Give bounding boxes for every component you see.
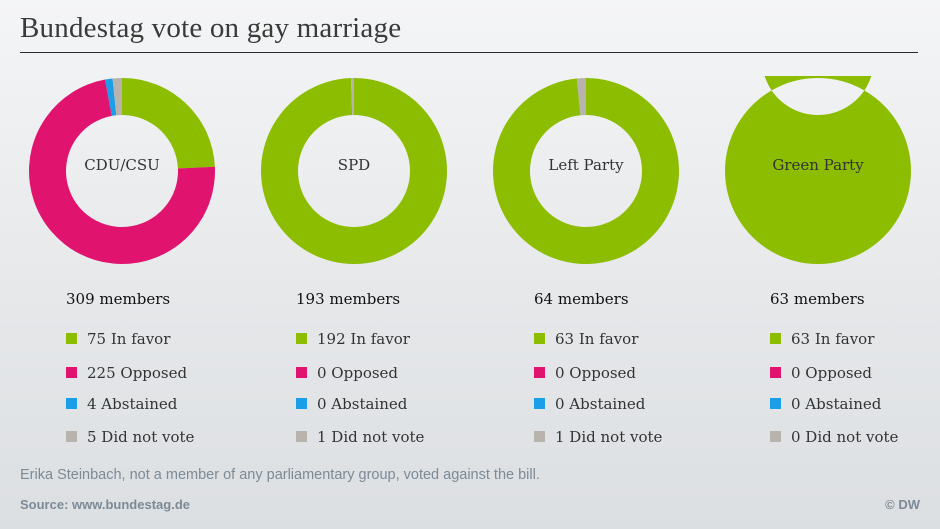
party-chart-4: Green Party 63 members 63 In favor 0 Oppose… (718, 76, 918, 456)
party-name: Left Party (548, 156, 624, 174)
legend-label: 0 Opposed (555, 364, 637, 382)
legend-item-in-favor: 63 In favor (534, 330, 638, 348)
legend-swatch (770, 398, 781, 409)
legend-swatch (534, 333, 545, 344)
slice-abstained (105, 78, 117, 116)
slice-did-not-vote (576, 78, 586, 116)
members-count: 64 members (534, 290, 629, 308)
legend-swatch (296, 367, 307, 378)
slice-opposed (28, 79, 215, 265)
legend-item-abstained: 4 Abstained (66, 395, 177, 413)
legend-label: 4 Abstained (87, 395, 178, 413)
party-name: Green Party (772, 156, 864, 174)
slice-in-favor (725, 76, 911, 264)
legend-item-in-favor: 75 In favor (66, 330, 170, 348)
legend-swatch (66, 333, 77, 344)
legend-label: 192 In favor (317, 330, 410, 348)
legend-label: 5 Did not vote (87, 428, 195, 446)
members-count: 63 members (770, 290, 865, 308)
legend-swatch (770, 431, 781, 442)
legend-label: 1 Did not vote (555, 428, 663, 446)
slice-in-favor (493, 78, 679, 264)
legend-label: 0 Did not vote (791, 428, 899, 446)
legend-item-opposed: 0 Opposed (296, 364, 398, 382)
legend-label: 1 Did not vote (317, 428, 425, 446)
legend-item-abstained: 0 Abstained (534, 395, 645, 413)
legend-swatch (66, 398, 77, 409)
donut-chart (28, 78, 215, 265)
slice-in-favor (122, 78, 215, 169)
legend-label: 63 In favor (791, 330, 875, 348)
legend-swatch (296, 333, 307, 344)
legend-item-opposed: 225 Opposed (66, 364, 187, 382)
donut-chart (261, 78, 448, 264)
party-chart-3: Left Party 64 members 63 In favor 0 Opposed… (486, 76, 686, 456)
legend-item-opposed: 0 Opposed (534, 364, 636, 382)
legend-item-abstained: 0 Abstained (770, 395, 881, 413)
party-name: CDU/CSU (84, 156, 160, 174)
legend-item-did-not-vote: 1 Did not vote (296, 428, 424, 446)
legend-item-in-favor: 63 In favor (770, 330, 874, 348)
legend-swatch (534, 398, 545, 409)
donut-chart (725, 76, 911, 264)
credit-text: © DW (885, 497, 920, 512)
legend-label: 0 Abstained (555, 395, 646, 413)
legend-swatch (296, 398, 307, 409)
legend-item-in-favor: 192 In favor (296, 330, 410, 348)
legend-swatch (66, 367, 77, 378)
legend-swatch (770, 367, 781, 378)
footnote: Erika Steinbach, not a member of any par… (20, 467, 540, 483)
legend-swatch (296, 431, 307, 442)
legend-swatch (66, 431, 77, 442)
legend-swatch (534, 367, 545, 378)
legend-label: 0 Abstained (317, 395, 408, 413)
party-chart-1: CDU/CSU 309 members 75 In favor 225 Opposed… (22, 76, 222, 456)
party-name: SPD (337, 156, 371, 174)
members-count: 309 members (66, 290, 171, 308)
legend-item-abstained: 0 Abstained (296, 395, 407, 413)
slice-in-favor (261, 78, 448, 264)
legend-item-did-not-vote: 0 Did not vote (770, 428, 898, 446)
members-count: 193 members (296, 290, 401, 308)
legend-item-opposed: 0 Opposed (770, 364, 872, 382)
chart-title: Bundestag vote on gay marriage (20, 12, 402, 44)
title-rule (20, 52, 918, 53)
legend-label: 0 Abstained (791, 395, 882, 413)
legend-swatch (534, 431, 545, 442)
donut-chart (493, 78, 679, 264)
legend-item-did-not-vote: 1 Did not vote (534, 428, 662, 446)
legend-label: 0 Opposed (317, 364, 399, 382)
slice-did-not-vote (112, 78, 122, 116)
legend-label: 75 In favor (87, 330, 171, 348)
slice-did-not-vote (350, 78, 354, 116)
legend-label: 0 Opposed (791, 364, 873, 382)
party-chart-2: SPD 193 members 192 In favor 0 Opposed 0 Abs… (254, 76, 454, 456)
legend-label: 63 In favor (555, 330, 639, 348)
source-text: Source: www.bundestag.de (20, 497, 190, 512)
legend-swatch (770, 333, 781, 344)
legend-item-did-not-vote: 5 Did not vote (66, 428, 194, 446)
legend-label: 225 Opposed (87, 364, 188, 382)
